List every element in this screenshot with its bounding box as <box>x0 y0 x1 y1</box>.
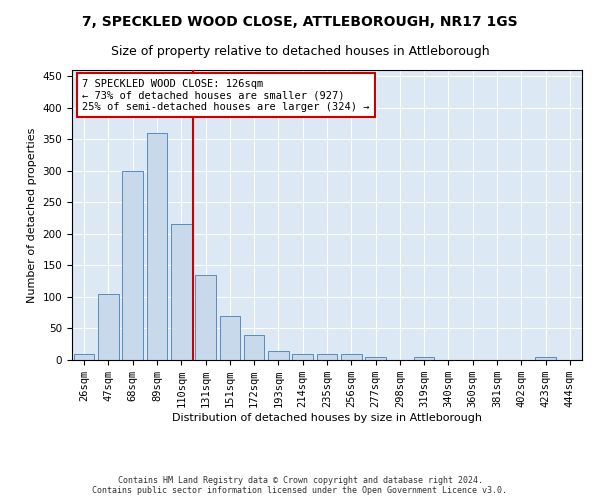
Bar <box>98 294 119 360</box>
Bar <box>317 354 337 360</box>
Text: Contains HM Land Registry data © Crown copyright and database right 2024.
Contai: Contains HM Land Registry data © Crown c… <box>92 476 508 495</box>
Bar <box>244 335 265 360</box>
Bar <box>122 171 143 360</box>
X-axis label: Distribution of detached houses by size in Attleborough: Distribution of detached houses by size … <box>172 413 482 423</box>
Bar <box>146 133 167 360</box>
Text: Size of property relative to detached houses in Attleborough: Size of property relative to detached ho… <box>110 45 490 58</box>
Bar <box>414 357 434 360</box>
Bar <box>171 224 191 360</box>
Bar <box>74 354 94 360</box>
Bar <box>195 275 216 360</box>
Bar <box>341 354 362 360</box>
Text: 7, SPECKLED WOOD CLOSE, ATTLEBOROUGH, NR17 1GS: 7, SPECKLED WOOD CLOSE, ATTLEBOROUGH, NR… <box>82 15 518 29</box>
Bar <box>268 350 289 360</box>
Bar <box>292 354 313 360</box>
Bar <box>220 316 240 360</box>
Bar <box>535 357 556 360</box>
Y-axis label: Number of detached properties: Number of detached properties <box>27 128 37 302</box>
Bar <box>365 357 386 360</box>
Text: 7 SPECKLED WOOD CLOSE: 126sqm
← 73% of detached houses are smaller (927)
25% of : 7 SPECKLED WOOD CLOSE: 126sqm ← 73% of d… <box>82 78 370 112</box>
